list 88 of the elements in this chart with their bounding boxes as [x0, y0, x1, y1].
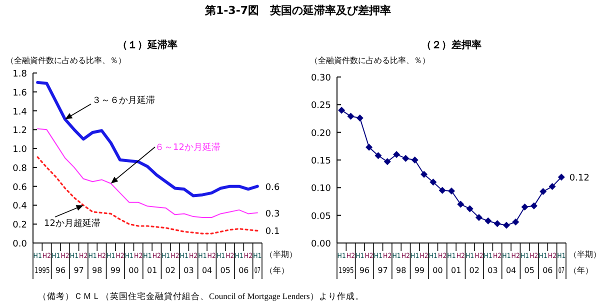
text: 01 [146, 266, 158, 275]
y-tick-label: 1.2 [12, 126, 27, 136]
text: 1995 [338, 266, 359, 275]
text: 98 [396, 266, 406, 275]
text: 第1-3-7図 英国の延滞率及び差押率 [204, 4, 392, 17]
point [512, 218, 520, 226]
y-tick-label: 0.4 [12, 202, 28, 212]
point [430, 178, 437, 186]
y-tick-label: 1.8 [12, 70, 28, 80]
point [466, 205, 474, 212]
point [366, 144, 373, 151]
text: 02 [165, 266, 176, 275]
y-tick-label: 0.05 [310, 212, 331, 222]
y-tick-label: 0.00 [310, 240, 332, 250]
text: 99 [414, 266, 425, 275]
point [475, 214, 482, 222]
series-label: 12か月超延滞 [44, 218, 100, 229]
text: 06 [542, 266, 553, 275]
point [457, 200, 464, 208]
x-axis-title: （半期） [569, 250, 597, 259]
point [448, 187, 455, 194]
point [530, 202, 538, 210]
y-tick-label: 0.20 [310, 128, 332, 139]
y-tick-label: 0.0 [12, 240, 28, 250]
data-label: 0.1 [265, 227, 280, 238]
y-tick-label: 1.0 [12, 145, 28, 156]
point [347, 112, 354, 120]
text: 06 [238, 266, 249, 275]
point [521, 204, 528, 211]
y-tick-label: 0.15 [310, 156, 331, 166]
text: 05 [524, 266, 534, 275]
y-tick-label: 0.25 [310, 101, 331, 112]
y-tick-label: 1.4 [12, 107, 28, 118]
text: （年） [569, 266, 593, 275]
text: 1995 [34, 266, 55, 275]
point [393, 150, 400, 158]
text: 03 [488, 266, 498, 275]
text: 07 [558, 266, 569, 275]
text: 96 [359, 266, 370, 275]
y-tick-label: 0.2 [12, 220, 27, 231]
point [402, 154, 410, 162]
text: 99 [110, 266, 121, 275]
text: 97 [74, 266, 84, 275]
point [484, 217, 492, 224]
data-label: 0.12 [569, 174, 590, 184]
line-series [37, 128, 258, 218]
point [438, 186, 446, 194]
y-tick-label: 0.30 [310, 74, 332, 84]
text: ３～６か月延滞 [92, 95, 155, 106]
y-tick-label: 0.8 [12, 164, 28, 174]
text: 02 [469, 266, 480, 275]
y-tick-label: 1.6 [12, 88, 28, 98]
text: 97 [378, 266, 388, 275]
text: 98 [92, 266, 102, 275]
text: 04 [506, 266, 516, 275]
text: 96 [55, 266, 66, 275]
point [384, 158, 391, 166]
data-label: 0.6 [265, 182, 280, 193]
line-series [36, 156, 258, 234]
point [338, 106, 346, 114]
data-label: 0.3 [265, 209, 280, 220]
point [356, 114, 364, 122]
text: ６～12か月延滞 [155, 142, 220, 153]
point [502, 222, 510, 229]
text: （年） [265, 266, 289, 275]
line-series [36, 80, 259, 198]
point [540, 188, 547, 196]
point [548, 183, 556, 190]
text: （備考）ＣＭＬ（英国住宅金融貸付組合、Council of Mortgage Lenders）より作成。 [38, 291, 364, 301]
point [411, 156, 418, 164]
point [494, 220, 501, 228]
point [420, 170, 428, 178]
text: 00 [432, 266, 443, 275]
x-axis-title: （半期） [265, 250, 297, 259]
text: 00 [128, 266, 139, 275]
chart-subtitle: （１）延滞率 [118, 39, 178, 51]
text: 03 [184, 266, 194, 275]
y-axis-title: （全融資件数に占める比率、％） [310, 56, 430, 65]
y-tick-label: 0.10 [310, 184, 332, 194]
y-axis-title: （全融資件数に占める比率、％） [6, 56, 126, 65]
text: 05 [220, 266, 230, 275]
point [558, 174, 565, 181]
text: 01 [450, 266, 462, 275]
text: 07 [254, 266, 265, 275]
point [374, 152, 382, 160]
y-tick-label: 0.6 [12, 182, 28, 193]
chart-subtitle: （２）差押率 [422, 39, 482, 51]
text: 04 [202, 266, 212, 275]
